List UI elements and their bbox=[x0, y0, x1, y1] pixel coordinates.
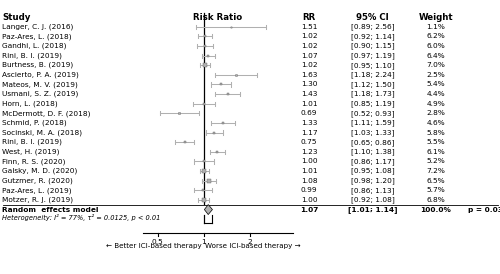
Polygon shape bbox=[204, 205, 212, 215]
Text: 1.1%: 1.1% bbox=[426, 24, 446, 30]
Text: 4.6%: 4.6% bbox=[426, 120, 446, 126]
Text: [0.95; 1.10]: [0.95; 1.10] bbox=[350, 62, 395, 68]
Text: [1.03; 1.33]: [1.03; 1.33] bbox=[351, 129, 394, 136]
Text: [0.89; 2.56]: [0.89; 2.56] bbox=[350, 23, 395, 30]
Text: [1.18; 2.24]: [1.18; 2.24] bbox=[350, 72, 395, 78]
Text: Rini, B. I. (2019): Rini, B. I. (2019) bbox=[2, 139, 62, 145]
Text: Heterogeneity: I² = 77%, τ² = 0.0125, p < 0.01: Heterogeneity: I² = 77%, τ² = 0.0125, p … bbox=[2, 214, 161, 221]
Text: 2.5%: 2.5% bbox=[426, 72, 446, 78]
Text: 1.08: 1.08 bbox=[300, 178, 318, 184]
Text: 1.33: 1.33 bbox=[301, 120, 317, 126]
Text: Socinski, M. A. (2018): Socinski, M. A. (2018) bbox=[2, 129, 82, 136]
Text: 95% CI: 95% CI bbox=[356, 13, 389, 22]
Text: 100.0%: 100.0% bbox=[420, 207, 452, 213]
Text: ← Better ICI-based therapy: ← Better ICI-based therapy bbox=[106, 243, 202, 249]
Text: 1.00: 1.00 bbox=[300, 197, 318, 203]
Text: 1.51: 1.51 bbox=[301, 24, 318, 30]
Text: 1.00: 1.00 bbox=[300, 158, 318, 164]
Text: 6.2%: 6.2% bbox=[426, 33, 446, 39]
Text: Langer, C. J. (2016): Langer, C. J. (2016) bbox=[2, 24, 74, 30]
Text: [0.92; 1.08]: [0.92; 1.08] bbox=[350, 196, 395, 203]
Text: West, H. (2019): West, H. (2019) bbox=[2, 149, 60, 155]
Text: [0.86; 1.17]: [0.86; 1.17] bbox=[350, 158, 395, 165]
Text: Ascierto, P. A. (2019): Ascierto, P. A. (2019) bbox=[2, 72, 80, 78]
Text: [0.98; 1.20]: [0.98; 1.20] bbox=[350, 177, 395, 184]
Text: 7.2%: 7.2% bbox=[426, 168, 446, 174]
Text: Gandhi, L. (2018): Gandhi, L. (2018) bbox=[2, 43, 67, 49]
Text: RR: RR bbox=[302, 13, 316, 22]
Text: [1.12; 1.50]: [1.12; 1.50] bbox=[350, 81, 395, 88]
Text: McDermott, D. F. (2018): McDermott, D. F. (2018) bbox=[2, 110, 91, 117]
Text: Random  effects model: Random effects model bbox=[2, 207, 99, 213]
Text: 6.0%: 6.0% bbox=[426, 43, 446, 49]
Text: 0.5: 0.5 bbox=[152, 239, 164, 245]
Text: 0.99: 0.99 bbox=[300, 187, 318, 193]
Text: 6.1%: 6.1% bbox=[426, 149, 446, 155]
Text: Study: Study bbox=[2, 13, 31, 22]
Text: 7.0%: 7.0% bbox=[426, 62, 446, 68]
Text: 1.23: 1.23 bbox=[301, 149, 318, 155]
Text: Schmid, P. (2018): Schmid, P. (2018) bbox=[2, 120, 67, 126]
Text: 1.07: 1.07 bbox=[300, 53, 318, 59]
Text: 5.2%: 5.2% bbox=[426, 158, 446, 164]
Text: Gutzmer, R. (2020): Gutzmer, R. (2020) bbox=[2, 178, 74, 184]
Text: 5.8%: 5.8% bbox=[426, 130, 446, 136]
Text: Burtness, B. (2019): Burtness, B. (2019) bbox=[2, 62, 74, 68]
Text: 1.63: 1.63 bbox=[301, 72, 317, 78]
Text: 0.69: 0.69 bbox=[301, 110, 318, 116]
Text: [1.11; 1.59]: [1.11; 1.59] bbox=[350, 119, 395, 126]
Text: 5.7%: 5.7% bbox=[426, 187, 446, 193]
Text: 6.4%: 6.4% bbox=[426, 53, 446, 59]
Text: 1.07: 1.07 bbox=[300, 207, 318, 213]
Text: Mateos, M. V. (2019): Mateos, M. V. (2019) bbox=[2, 81, 78, 88]
Text: Motzer, R. J. (2019): Motzer, R. J. (2019) bbox=[2, 197, 74, 203]
Text: 1.02: 1.02 bbox=[300, 33, 318, 39]
Text: 6.5%: 6.5% bbox=[426, 178, 446, 184]
Text: [0.92; 1.14]: [0.92; 1.14] bbox=[350, 33, 395, 40]
Text: 1: 1 bbox=[202, 239, 206, 245]
Text: [0.97; 1.19]: [0.97; 1.19] bbox=[350, 52, 395, 59]
Text: Paz-Ares, L. (2019): Paz-Ares, L. (2019) bbox=[2, 187, 72, 193]
Text: 1.30: 1.30 bbox=[301, 81, 318, 87]
Text: 6.8%: 6.8% bbox=[426, 197, 446, 203]
Text: Rini, B. I. (2019): Rini, B. I. (2019) bbox=[2, 52, 62, 59]
Text: [0.85; 1.19]: [0.85; 1.19] bbox=[350, 100, 395, 107]
Text: p = 0.03: p = 0.03 bbox=[468, 207, 500, 213]
Text: 5.4%: 5.4% bbox=[426, 81, 446, 87]
Text: [1.01; 1.14]: [1.01; 1.14] bbox=[348, 206, 397, 213]
Text: Usmani, S. Z. (2019): Usmani, S. Z. (2019) bbox=[2, 91, 79, 97]
Text: 1.01: 1.01 bbox=[300, 101, 318, 107]
Text: Weight: Weight bbox=[418, 13, 454, 22]
Text: Horn, L. (2018): Horn, L. (2018) bbox=[2, 101, 58, 107]
Text: [1.10; 1.38]: [1.10; 1.38] bbox=[350, 149, 395, 155]
Text: 5.5%: 5.5% bbox=[426, 139, 446, 145]
Text: [0.95; 1.08]: [0.95; 1.08] bbox=[350, 168, 395, 175]
Text: [0.86; 1.13]: [0.86; 1.13] bbox=[350, 187, 395, 194]
Text: 1.02: 1.02 bbox=[300, 43, 318, 49]
Text: Worse ICI-based therapy →: Worse ICI-based therapy → bbox=[205, 243, 301, 249]
Text: 4.4%: 4.4% bbox=[426, 91, 446, 97]
Text: Paz-Ares, L. (2018): Paz-Ares, L. (2018) bbox=[2, 33, 72, 40]
Text: 4.9%: 4.9% bbox=[426, 101, 446, 107]
Text: 1.43: 1.43 bbox=[301, 91, 317, 97]
Text: Risk Ratio: Risk Ratio bbox=[193, 13, 242, 22]
Text: [0.90; 1.15]: [0.90; 1.15] bbox=[350, 43, 395, 49]
Text: 1.17: 1.17 bbox=[300, 130, 318, 136]
Text: Finn, R. S. (2020): Finn, R. S. (2020) bbox=[2, 158, 66, 165]
Text: [0.65; 0.86]: [0.65; 0.86] bbox=[351, 139, 394, 145]
Text: 1.02: 1.02 bbox=[300, 62, 318, 68]
Text: 1.01: 1.01 bbox=[300, 168, 318, 174]
Text: 0.75: 0.75 bbox=[301, 139, 318, 145]
Text: [0.52; 0.93]: [0.52; 0.93] bbox=[350, 110, 395, 117]
Text: 2.8%: 2.8% bbox=[426, 110, 446, 116]
Text: [1.18; 1.73]: [1.18; 1.73] bbox=[350, 91, 395, 98]
Text: 2: 2 bbox=[248, 239, 252, 245]
Text: Galsky, M. D. (2020): Galsky, M. D. (2020) bbox=[2, 168, 78, 174]
